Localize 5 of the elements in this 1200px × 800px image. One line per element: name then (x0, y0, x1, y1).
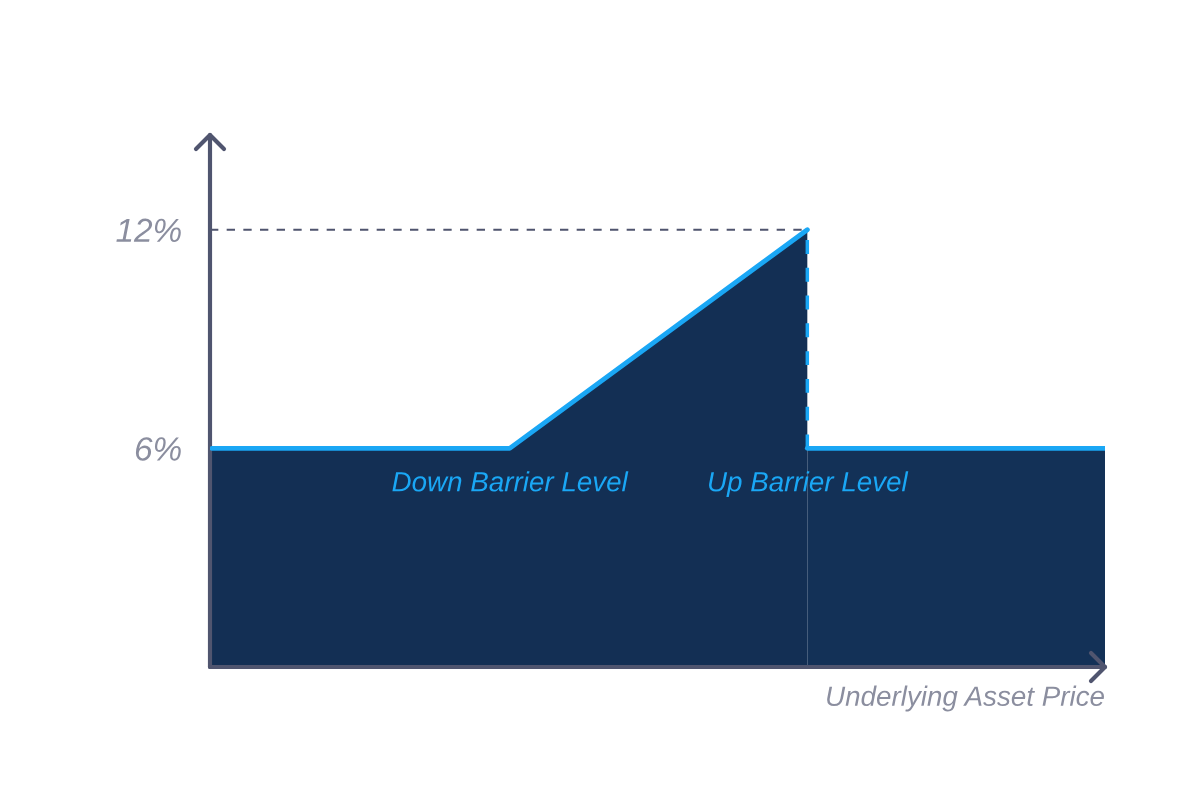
x-tick-label: Down Barrier Level (392, 471, 629, 492)
x-axis-title: Underlying Asset Price (827, 685, 1104, 712)
y-tick-label: 6% (135, 437, 181, 461)
x-tick-label: Up Barrier Level (709, 471, 909, 498)
y-tick-label: 12% (116, 218, 181, 243)
